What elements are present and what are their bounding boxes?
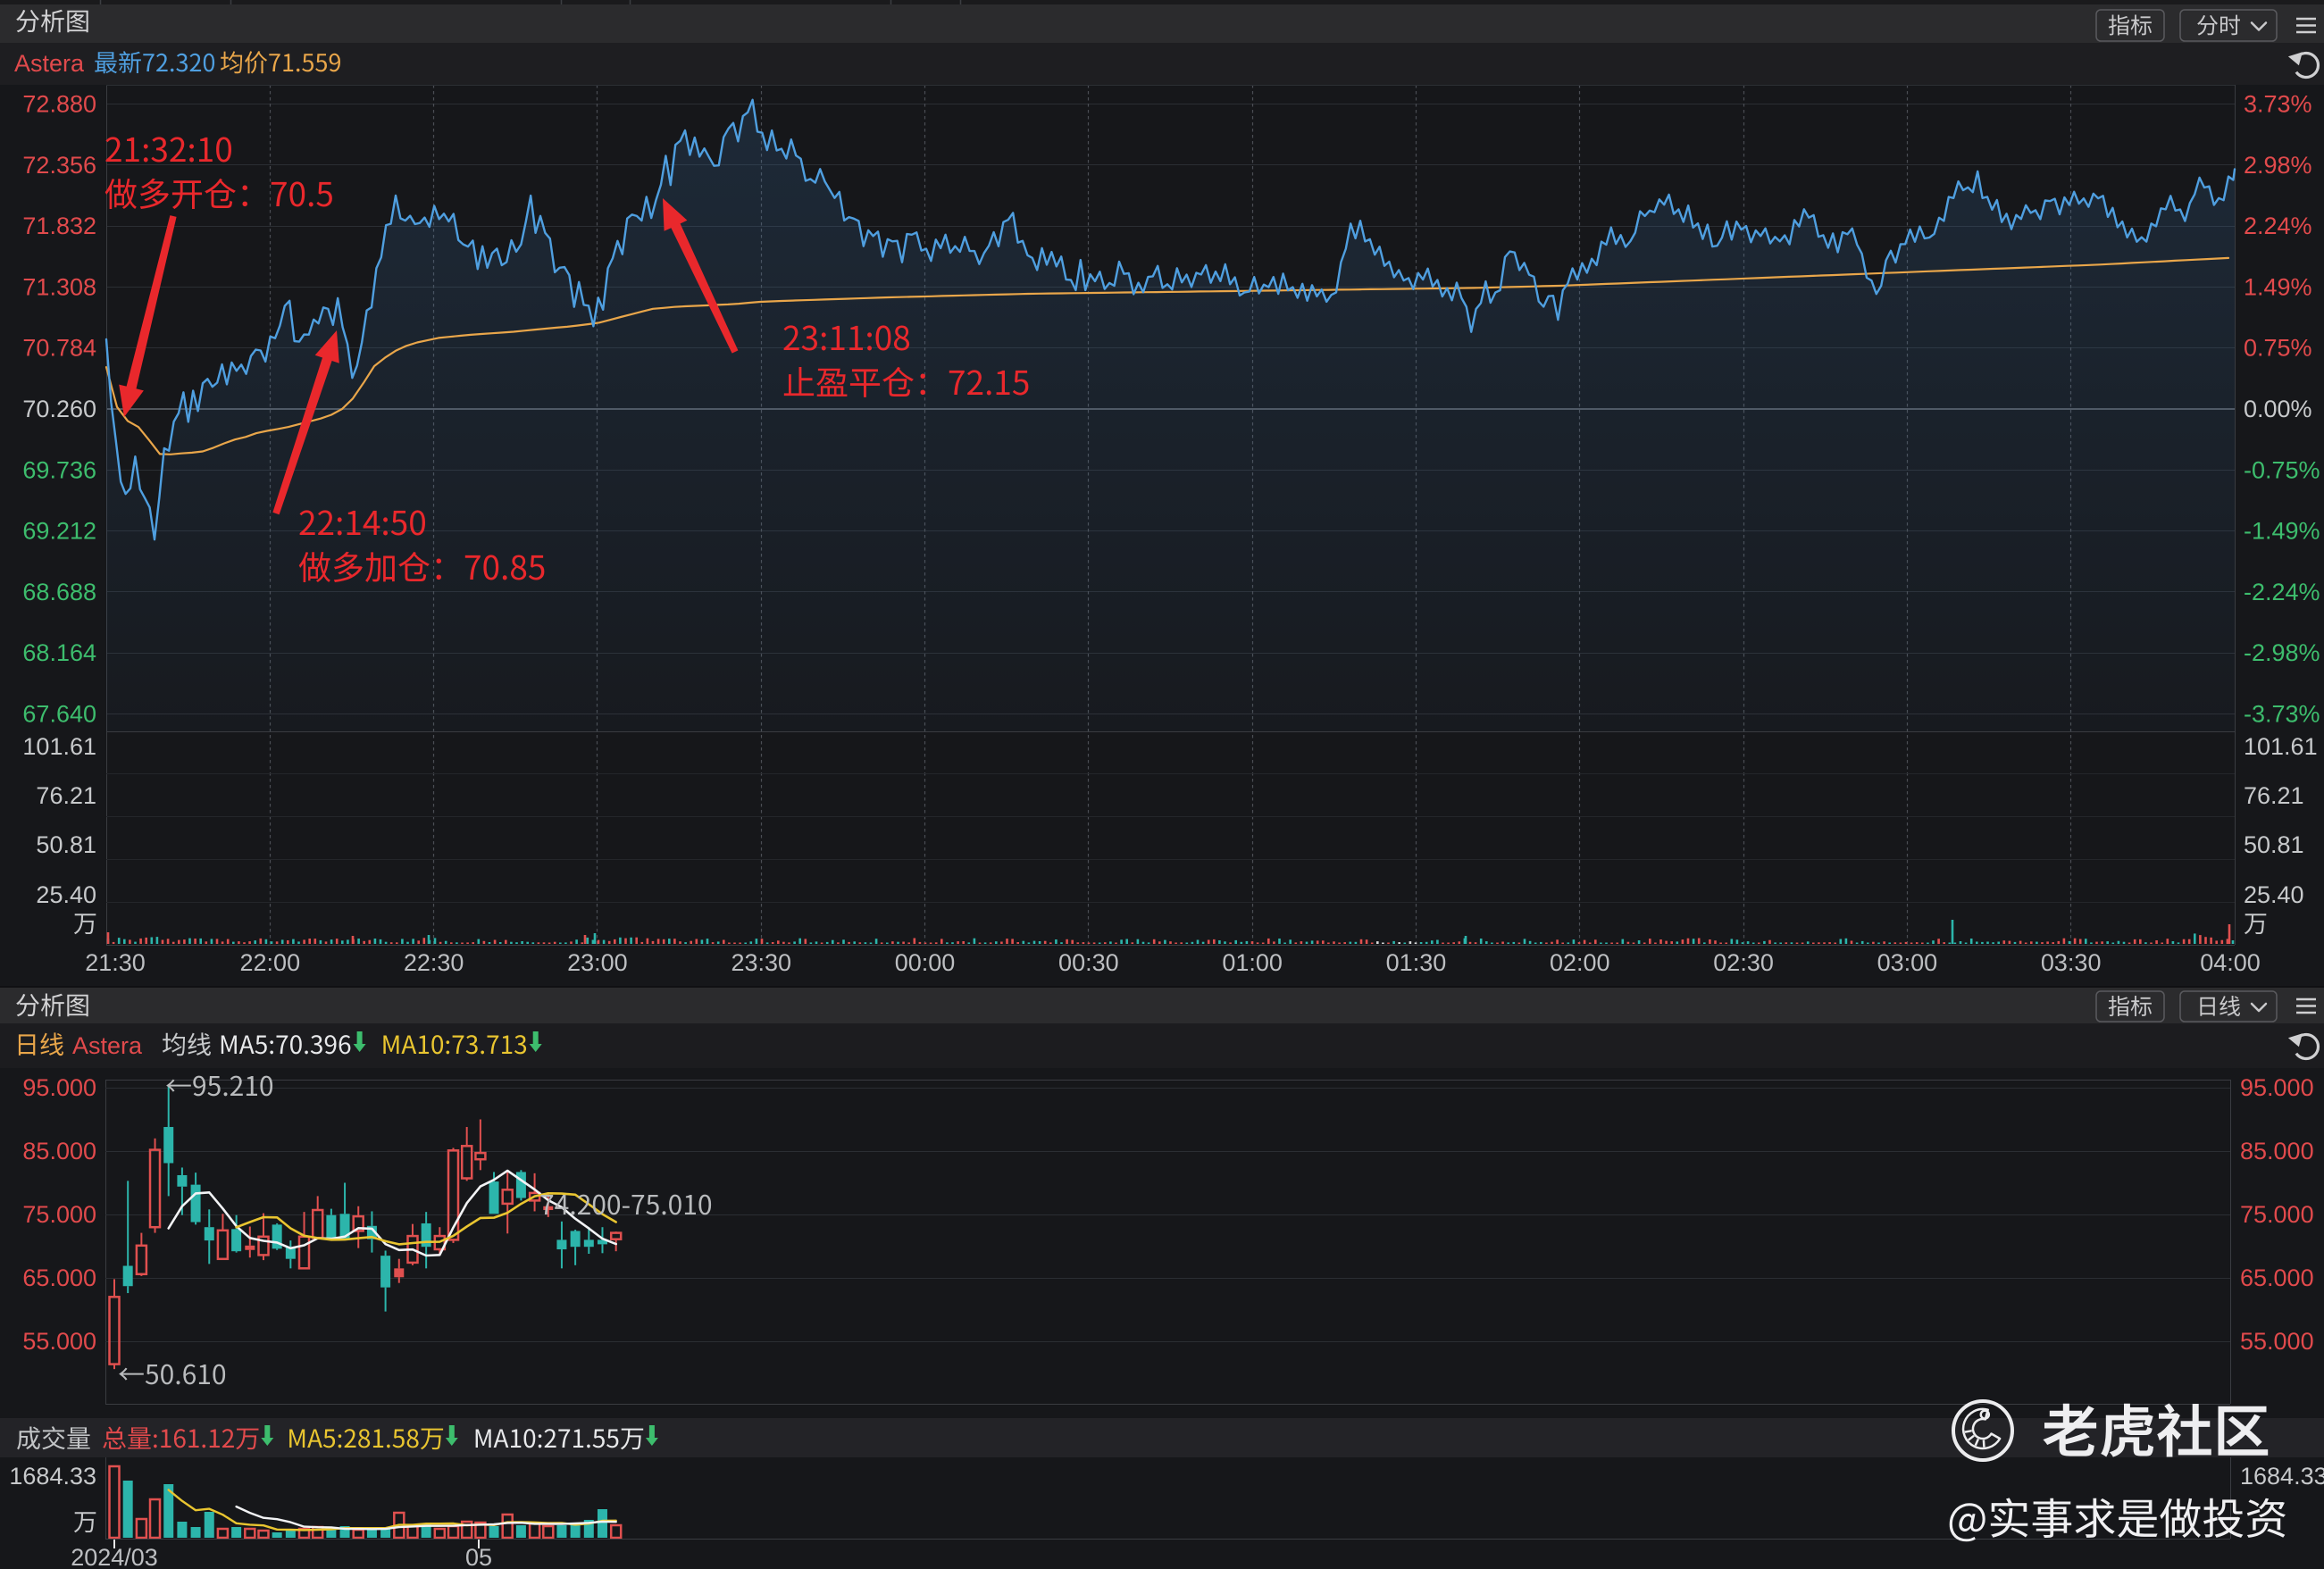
svg-text:-0.75%: -0.75% bbox=[2244, 456, 2320, 483]
svg-text:1684.33: 1684.33 bbox=[9, 1463, 96, 1490]
svg-text:70.784: 70.784 bbox=[22, 335, 96, 362]
svg-text:101.61: 101.61 bbox=[22, 733, 96, 760]
svg-text:95.000: 95.000 bbox=[2240, 1074, 2314, 1101]
svg-text:75.000: 75.000 bbox=[22, 1201, 96, 1228]
svg-text:68.164: 68.164 bbox=[22, 639, 96, 666]
svg-text:-2.24%: -2.24% bbox=[2244, 579, 2320, 605]
svg-text:101.61: 101.61 bbox=[2244, 733, 2318, 760]
svg-text:00:30: 00:30 bbox=[1058, 949, 1119, 976]
svg-text:85.000: 85.000 bbox=[22, 1138, 96, 1164]
svg-text:04:00: 04:00 bbox=[2200, 949, 2261, 976]
svg-text:03:30: 03:30 bbox=[2041, 949, 2102, 976]
svg-text:22:30: 22:30 bbox=[404, 949, 464, 976]
svg-text:2.24%: 2.24% bbox=[2244, 213, 2312, 239]
svg-text:2024/03: 2024/03 bbox=[71, 1544, 158, 1569]
svg-text:01:30: 01:30 bbox=[1386, 949, 1447, 976]
svg-text:Astera: Astera bbox=[14, 50, 85, 77]
svg-text:1684.33: 1684.33 bbox=[2240, 1463, 2324, 1490]
svg-text:68.688: 68.688 bbox=[22, 579, 96, 605]
svg-text:85.000: 85.000 bbox=[2240, 1138, 2314, 1164]
svg-text:23:30: 23:30 bbox=[731, 949, 791, 976]
svg-text:69.736: 69.736 bbox=[22, 456, 96, 483]
svg-text:25.40: 25.40 bbox=[2244, 881, 2304, 908]
svg-text:2.98%: 2.98% bbox=[2244, 152, 2312, 179]
svg-text:50.81: 50.81 bbox=[36, 831, 96, 858]
svg-text:71.832: 71.832 bbox=[22, 213, 96, 239]
svg-text:67.640: 67.640 bbox=[22, 700, 96, 727]
svg-text:55.000: 55.000 bbox=[22, 1328, 96, 1355]
svg-text:-2.98%: -2.98% bbox=[2244, 639, 2320, 666]
svg-text:50.81: 50.81 bbox=[2244, 831, 2304, 858]
svg-text:75.000: 75.000 bbox=[2240, 1201, 2314, 1228]
svg-text:02:00: 02:00 bbox=[1550, 949, 1610, 976]
svg-text:76.21: 76.21 bbox=[2244, 782, 2304, 809]
svg-text:76.21: 76.21 bbox=[36, 782, 96, 809]
svg-text:25.40: 25.40 bbox=[36, 881, 96, 908]
svg-text:55.000: 55.000 bbox=[2240, 1328, 2314, 1355]
svg-text:00:00: 00:00 bbox=[895, 949, 956, 976]
svg-text:72.356: 72.356 bbox=[22, 152, 96, 179]
svg-text:01:00: 01:00 bbox=[1222, 949, 1283, 976]
svg-text:21:30: 21:30 bbox=[85, 949, 146, 976]
svg-text:02:30: 02:30 bbox=[1713, 949, 1774, 976]
svg-text:0.75%: 0.75% bbox=[2244, 335, 2312, 362]
svg-text:1.49%: 1.49% bbox=[2244, 273, 2312, 300]
svg-text:3.73%: 3.73% bbox=[2244, 91, 2312, 118]
svg-text:65.000: 65.000 bbox=[2240, 1264, 2314, 1291]
svg-text:69.212: 69.212 bbox=[22, 518, 96, 545]
svg-text:-3.73%: -3.73% bbox=[2244, 700, 2320, 727]
svg-text:72.880: 72.880 bbox=[22, 91, 96, 118]
svg-text:03:00: 03:00 bbox=[1877, 949, 1938, 976]
svg-text:05: 05 bbox=[465, 1544, 492, 1569]
svg-text:Astera: Astera bbox=[72, 1032, 143, 1059]
svg-text:22:00: 22:00 bbox=[240, 949, 301, 976]
svg-text:65.000: 65.000 bbox=[22, 1264, 96, 1291]
svg-text:95.000: 95.000 bbox=[22, 1074, 96, 1101]
svg-text:-1.49%: -1.49% bbox=[2244, 518, 2320, 545]
svg-text:71.308: 71.308 bbox=[22, 273, 96, 300]
svg-text:70.260: 70.260 bbox=[22, 396, 96, 422]
svg-text:0.00%: 0.00% bbox=[2244, 396, 2312, 422]
svg-text:23:00: 23:00 bbox=[567, 949, 628, 976]
